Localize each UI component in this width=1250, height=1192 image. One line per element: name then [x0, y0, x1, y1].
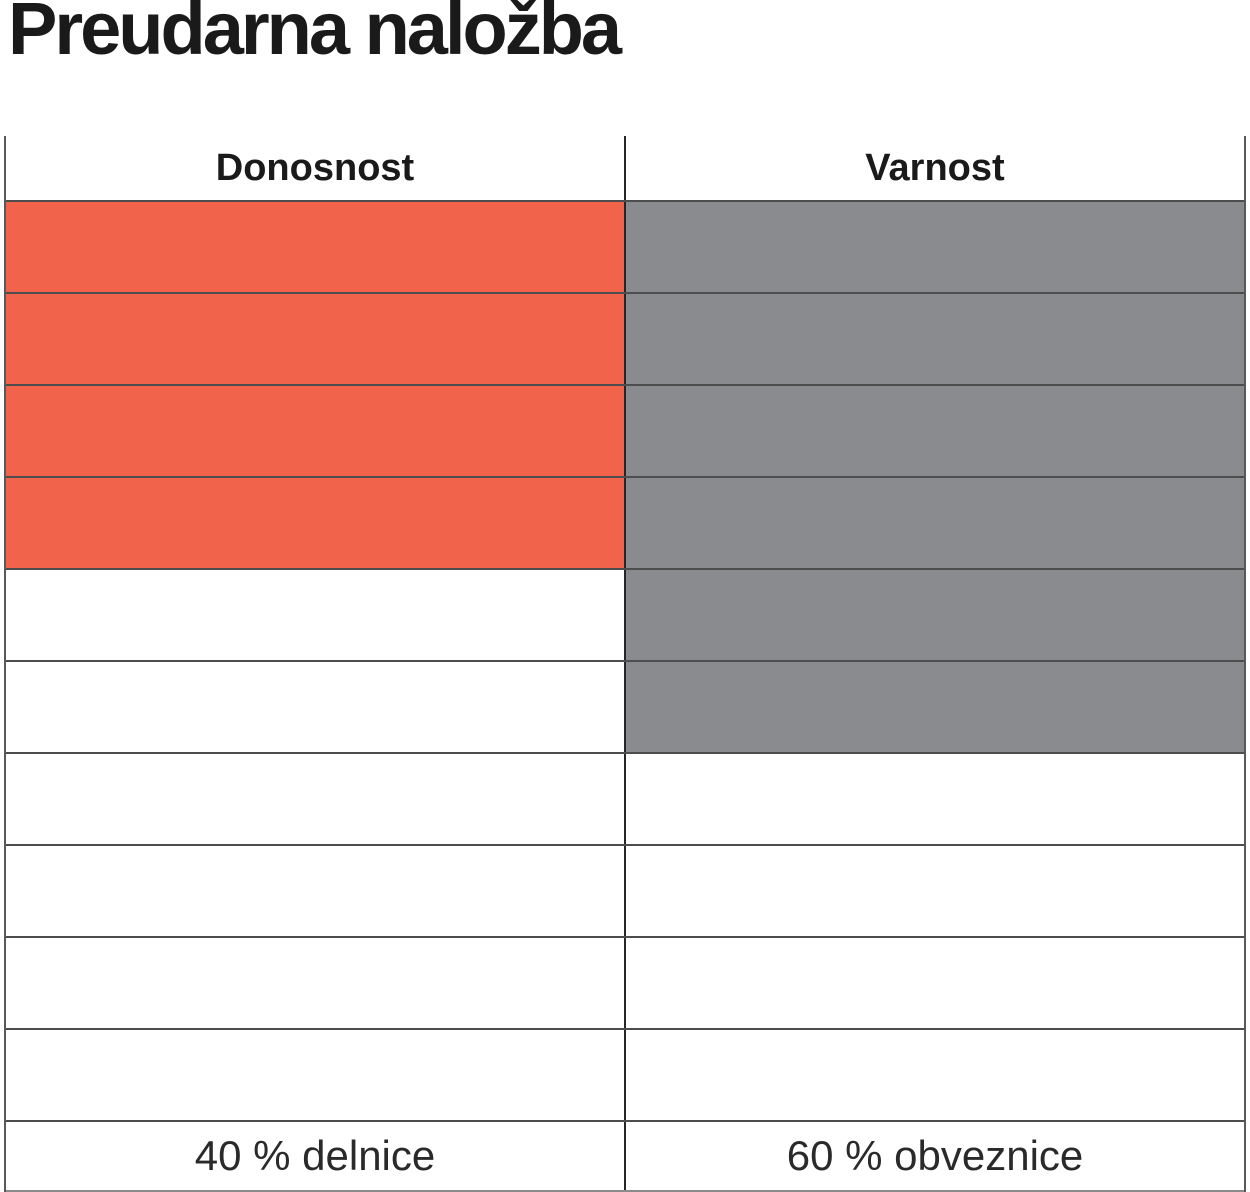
rating-row [6, 938, 1244, 1030]
filled-cell-donosnost [6, 294, 626, 384]
filled-cell-varnost [626, 662, 1244, 752]
empty-cell-varnost [626, 754, 1244, 844]
table-footer-row: 40 % delnice 60 % obveznice [6, 1122, 1244, 1192]
empty-cell-donosnost [6, 846, 626, 936]
filled-cell-varnost [626, 294, 1244, 384]
rating-rows-container [6, 202, 1244, 1122]
rating-row [6, 202, 1244, 294]
filled-cell-varnost [626, 202, 1244, 292]
rating-row [6, 294, 1244, 386]
column-header-donosnost: Donosnost [6, 136, 626, 200]
rating-row [6, 1030, 1244, 1122]
column-header-varnost: Varnost [626, 136, 1244, 200]
filled-cell-varnost [626, 570, 1244, 660]
rating-row [6, 570, 1244, 662]
filled-cell-varnost [626, 386, 1244, 476]
empty-cell-donosnost [6, 754, 626, 844]
rating-row [6, 846, 1244, 938]
rating-row [6, 386, 1244, 478]
empty-cell-varnost [626, 846, 1244, 936]
rating-row [6, 478, 1244, 570]
filled-cell-varnost [626, 478, 1244, 568]
empty-cell-donosnost [6, 1030, 626, 1120]
rating-table: Donosnost Varnost 40 % delnice 60 % obve… [4, 136, 1246, 1192]
table-header-row: Donosnost Varnost [6, 136, 1244, 202]
filled-cell-donosnost [6, 202, 626, 292]
empty-cell-varnost [626, 1030, 1244, 1120]
footer-label-obveznice: 60 % obveznice [626, 1122, 1244, 1190]
filled-cell-donosnost [6, 478, 626, 568]
rating-row [6, 662, 1244, 754]
empty-cell-donosnost [6, 662, 626, 752]
filled-cell-donosnost [6, 386, 626, 476]
rating-row [6, 754, 1244, 846]
empty-cell-donosnost [6, 570, 626, 660]
empty-cell-donosnost [6, 938, 626, 1028]
empty-cell-varnost [626, 938, 1244, 1028]
page-title: Preudarna naložba [8, 0, 622, 70]
footer-label-delnice: 40 % delnice [6, 1122, 626, 1190]
